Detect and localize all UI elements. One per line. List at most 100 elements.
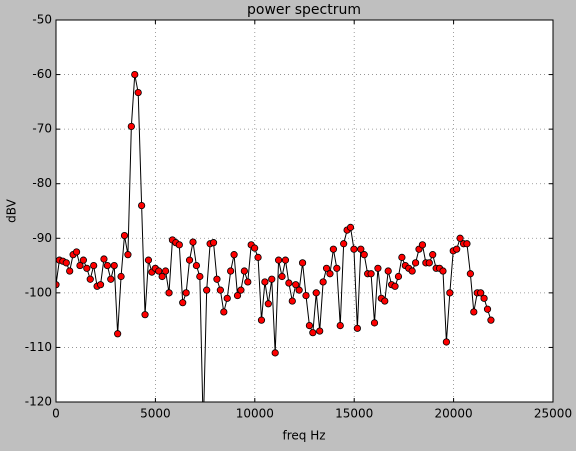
y-tick-label: -80 xyxy=(32,176,52,190)
marker xyxy=(155,267,163,275)
marker xyxy=(480,294,488,302)
marker xyxy=(271,349,279,357)
marker xyxy=(79,256,87,264)
marker xyxy=(134,88,142,97)
marker xyxy=(261,278,269,286)
series xyxy=(56,70,495,432)
marker xyxy=(268,275,276,283)
chart-title: power spectrum xyxy=(247,2,361,18)
marker xyxy=(220,308,228,316)
marker xyxy=(158,272,166,281)
marker xyxy=(285,279,293,287)
marker xyxy=(209,239,218,247)
marker xyxy=(292,281,300,289)
marker xyxy=(244,278,252,286)
x-axis-label: freq Hz xyxy=(282,429,325,443)
marker xyxy=(487,316,495,324)
marker xyxy=(326,270,334,278)
marker xyxy=(175,241,183,249)
marker xyxy=(470,308,478,316)
y-tick-label: -100 xyxy=(25,285,52,299)
marker xyxy=(251,244,259,252)
marker xyxy=(124,251,132,259)
marker xyxy=(161,267,170,275)
marker xyxy=(100,255,108,263)
marker xyxy=(131,70,139,79)
plot-frame xyxy=(55,19,554,403)
marker xyxy=(429,251,437,259)
marker xyxy=(90,261,98,270)
marker xyxy=(144,256,153,264)
marker xyxy=(257,316,266,324)
marker xyxy=(185,256,194,264)
x-tick-label: 10000 xyxy=(236,407,274,421)
marker xyxy=(384,267,392,275)
x-tick-label: 0 xyxy=(52,407,60,421)
marker xyxy=(96,281,105,289)
marker xyxy=(278,272,286,281)
marker xyxy=(322,264,331,272)
y-tick-label: -120 xyxy=(25,395,52,409)
marker xyxy=(141,311,149,319)
marker xyxy=(192,261,201,270)
x-tick-label: 15000 xyxy=(335,407,373,421)
marker xyxy=(408,267,416,275)
marker xyxy=(233,291,242,300)
marker xyxy=(254,253,262,261)
marker xyxy=(110,261,118,270)
marker xyxy=(76,261,84,270)
marker xyxy=(370,319,379,327)
marker xyxy=(350,245,358,253)
marker xyxy=(477,289,485,297)
marker xyxy=(381,297,389,305)
marker xyxy=(165,289,173,297)
marker xyxy=(114,330,122,338)
marker xyxy=(103,261,111,270)
marker xyxy=(107,275,115,283)
marker xyxy=(446,289,454,297)
marker xyxy=(442,338,451,346)
marker xyxy=(240,267,248,275)
marker xyxy=(374,264,382,272)
marker xyxy=(316,327,324,335)
marker xyxy=(196,272,204,281)
marker xyxy=(66,267,74,275)
marker xyxy=(223,294,231,302)
marker xyxy=(237,286,245,294)
marker xyxy=(264,300,272,308)
marker xyxy=(138,201,146,210)
marker xyxy=(302,291,310,300)
marker xyxy=(281,256,290,264)
marker xyxy=(466,270,474,278)
marker xyxy=(391,282,399,290)
marker xyxy=(309,329,317,337)
marker xyxy=(353,324,361,332)
marker xyxy=(120,231,129,240)
marker xyxy=(62,259,70,267)
marker xyxy=(213,275,221,283)
marker xyxy=(274,256,283,264)
marker xyxy=(56,281,60,289)
marker xyxy=(305,321,314,330)
marker xyxy=(117,272,125,281)
marker xyxy=(456,234,464,242)
marker xyxy=(182,289,190,297)
marker xyxy=(333,264,341,272)
marker xyxy=(463,240,471,248)
marker xyxy=(340,240,348,248)
marker xyxy=(357,245,365,253)
marker xyxy=(319,278,327,286)
x-tick-label: 25000 xyxy=(534,407,572,421)
marker xyxy=(200,426,206,432)
y-tick-label: -70 xyxy=(32,122,52,136)
marker xyxy=(179,299,187,307)
marker xyxy=(83,264,91,272)
y-tick-label: -110 xyxy=(25,340,52,354)
marker xyxy=(398,253,406,261)
marker xyxy=(329,245,338,253)
marker xyxy=(394,272,403,281)
marker xyxy=(418,241,427,249)
marker xyxy=(72,248,81,256)
x-tick-label: 5000 xyxy=(140,407,171,421)
